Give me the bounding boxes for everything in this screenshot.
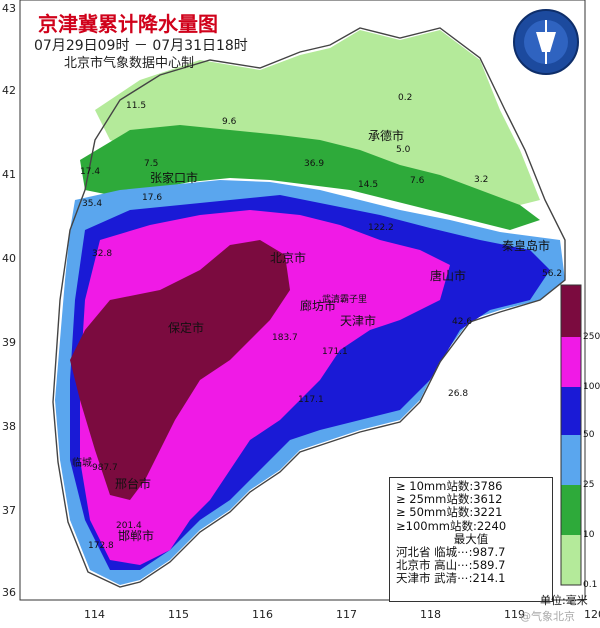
region-boundary xyxy=(52,27,566,588)
stat-max-hebei: 河北省 临城⋯:987.7 xyxy=(396,545,506,560)
stat-line: ≥ 50mm站数:3221 xyxy=(396,505,503,520)
watermark: @气象北京 xyxy=(520,610,575,623)
city-beijing: 北京市 xyxy=(270,250,306,265)
lon-tick: 117 xyxy=(336,608,357,621)
stat-line: ≥100mm站数:2240 xyxy=(396,518,507,533)
producer: 北京市气象数据中心制 xyxy=(64,56,195,71)
station-value: 26.8 xyxy=(448,389,468,399)
lat-tick: 36 xyxy=(2,586,16,599)
bms-logo xyxy=(513,9,579,75)
lon-tick: 114 xyxy=(84,608,105,621)
station-value: 201.4 xyxy=(116,521,142,531)
legend-label: 50 xyxy=(583,430,595,440)
city-zhangjiakou: 张家口市 xyxy=(150,170,198,185)
lat-tick: 43 xyxy=(2,2,16,15)
station-value: 5.0 xyxy=(396,145,411,155)
stat-max-beijing: 北京市 高山⋯:589.7 xyxy=(396,558,506,573)
station-value: 32.8 xyxy=(92,249,112,259)
legend-label: 10 xyxy=(583,530,595,540)
legend-labels: 250 100 50 25 10 0.1 xyxy=(583,332,600,590)
legend-label: 250 xyxy=(583,332,600,342)
station-value: 117.1 xyxy=(298,395,324,405)
station-value: 11.5 xyxy=(126,101,146,111)
city-qinhuangdao: 秦皇岛市 xyxy=(502,238,550,253)
map-title: 京津冀累计降水量图 xyxy=(38,12,218,36)
lat-tick: 38 xyxy=(2,420,16,433)
city-tangshan: 唐山市 xyxy=(430,268,466,283)
city-xingtai: 邢台市 xyxy=(115,476,151,491)
station-value: 9.6 xyxy=(222,117,237,127)
stat-line: ≥ 25mm站数:3612 xyxy=(396,492,503,507)
station-value: 0.2 xyxy=(398,93,412,103)
station-value: 56.2 xyxy=(542,269,562,279)
city-langfang: 廊坊市 xyxy=(300,298,336,313)
station-value: 35.4 xyxy=(82,199,102,209)
legend xyxy=(560,284,582,586)
city-linchen: 临城 xyxy=(72,456,92,469)
legend-swatch xyxy=(561,285,581,337)
city-wuqingzi: 武清霸子里 xyxy=(322,293,367,305)
station-value: 171.1 xyxy=(322,347,348,357)
city-baoding: 保定市 xyxy=(168,320,204,335)
legend-swatch xyxy=(561,337,581,387)
legend-label: 0.1 xyxy=(583,580,597,590)
lon-tick: 115 xyxy=(168,608,189,621)
stat-line: ≥ 10mm站数:3786 xyxy=(396,479,503,493)
station-value: 987.7 xyxy=(92,463,118,473)
legend-swatch xyxy=(561,435,581,485)
station-value: 42.6 xyxy=(452,317,472,327)
station-value: 3.2 xyxy=(474,175,488,185)
station-value: 36.9 xyxy=(304,159,324,169)
station-value: 122.2 xyxy=(368,223,394,233)
legend-swatch xyxy=(561,485,581,535)
station-value: 17.4 xyxy=(80,167,100,177)
lat-tick: 37 xyxy=(2,504,16,517)
legend-swatch xyxy=(561,535,581,585)
lat-tick: 39 xyxy=(2,336,16,349)
city-chengde: 承德市 xyxy=(368,128,404,143)
lon-tick: 116 xyxy=(252,608,273,621)
station-value: 7.6 xyxy=(410,176,425,186)
station-value: 17.6 xyxy=(142,193,162,203)
station-values: 11.5 9.6 0.2 5.0 7.5 17.4 36.9 14.5 7.6 … xyxy=(80,93,562,551)
station-value: 172.8 xyxy=(88,541,114,551)
legend-label: 100 xyxy=(583,382,600,392)
rain-field xyxy=(55,30,565,585)
city-tianjin: 天津市 xyxy=(340,313,376,328)
legend-swatch xyxy=(561,387,581,435)
lon-tick: 119 xyxy=(504,608,525,621)
time-range: 07月29日09时 － 07月31日18时 xyxy=(34,38,248,54)
lat-tick: 40 xyxy=(2,252,16,265)
stat-header: 最大值 xyxy=(453,531,489,546)
stats-panel: ≥ 10mm站数:3786 ≥ 25mm站数:3612 ≥ 50mm站数:322… xyxy=(389,477,553,602)
city-handan: 邯郸市 xyxy=(118,528,154,543)
station-value: 7.5 xyxy=(144,159,158,169)
station-value: 183.7 xyxy=(272,333,298,343)
lon-tick: 120 xyxy=(584,608,600,621)
station-value: 14.5 xyxy=(358,180,378,190)
city-labels: 承德市 张家口市 秦皇岛市 北京市 天津市 保定市 廊坊市 唐山市 邢台市 邯郸… xyxy=(72,128,550,543)
lat-tick: 41 xyxy=(2,168,16,181)
unit-label: 单位:毫米 xyxy=(540,594,588,607)
lat-tick: 42 xyxy=(2,84,16,97)
legend-label: 25 xyxy=(583,480,594,490)
lon-tick: 118 xyxy=(420,608,441,621)
stat-max-tianjin: 天津市 武清⋯:214.1 xyxy=(396,571,506,586)
